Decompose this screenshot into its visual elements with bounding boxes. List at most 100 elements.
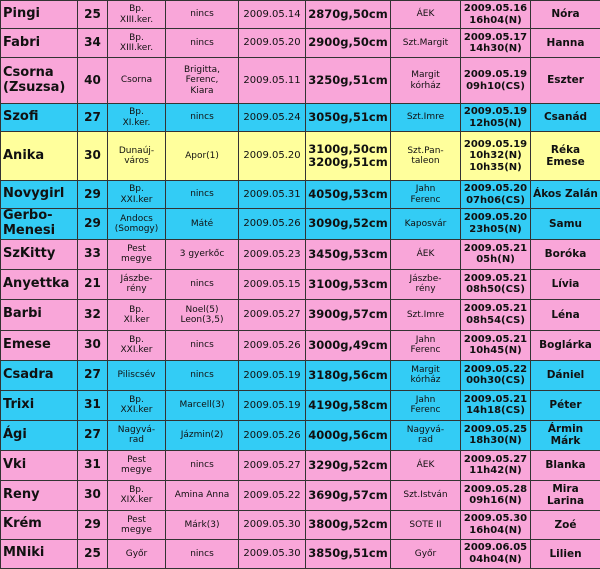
birth-time-cell: 2009.05.21 14h18(CS)	[461, 390, 531, 420]
baby-name-cell: Nóra	[531, 1, 600, 29]
hospital-cell: ÁEK	[391, 450, 461, 480]
location-cell: Bp. XXI.ker	[108, 330, 166, 360]
siblings-cell: nincs	[166, 330, 239, 360]
weight-length-cell: 3090g,52cm	[306, 209, 391, 240]
name-cell: Gerbo- Menesi	[1, 209, 78, 240]
weight-length-cell: 4000g,56cm	[306, 420, 391, 450]
birth-time-cell: 2009.05.20 23h05(N)	[461, 209, 531, 240]
weight-length-cell: 3900g,57cm	[306, 299, 391, 330]
age-cell: 29	[78, 181, 108, 209]
weight-length-cell: 3450g,53cm	[306, 239, 391, 269]
location-cell: Andocs (Somogy)	[108, 209, 166, 240]
baby-name-cell: Réka Emese	[531, 132, 600, 181]
age-cell: 33	[78, 239, 108, 269]
birth-time-cell: 2009.05.21 08h50(CS)	[461, 269, 531, 299]
age-cell: 29	[78, 209, 108, 240]
age-cell: 25	[78, 1, 108, 29]
baby-name-cell: Dániel	[531, 360, 600, 390]
name-cell: Csorna (Zsuzsa)	[1, 58, 78, 104]
age-cell: 25	[78, 539, 108, 568]
hospital-cell: Nagyvá- rad	[391, 420, 461, 450]
hospital-cell: Margit kórház	[391, 58, 461, 104]
weight-length-cell: 3180g,56cm	[306, 360, 391, 390]
due-date-cell: 2009.05.22	[239, 480, 306, 510]
due-date-cell: 2009.05.30	[239, 539, 306, 568]
name-cell: Fabri	[1, 29, 78, 58]
birth-time-cell: 2009.05.21 08h54(CS)	[461, 299, 531, 330]
location-cell: Pest megye	[108, 239, 166, 269]
location-cell: Bp. XXI.ker	[108, 181, 166, 209]
name-cell: Trixi	[1, 390, 78, 420]
weight-length-cell: 3290g,52cm	[306, 450, 391, 480]
hospital-cell: Szt.István	[391, 480, 461, 510]
age-cell: 27	[78, 360, 108, 390]
age-cell: 31	[78, 390, 108, 420]
age-cell: 31	[78, 450, 108, 480]
baby-name-cell: Samu	[531, 209, 600, 240]
siblings-cell: Marcell(3)	[166, 390, 239, 420]
weight-length-cell: 3050g,51cm	[306, 104, 391, 132]
birth-time-cell: 2009.05.17 14h30(N)	[461, 29, 531, 58]
due-date-cell: 2009.05.26	[239, 420, 306, 450]
hospital-cell: Jahn Ferenc	[391, 390, 461, 420]
hospital-cell: Szt.Imre	[391, 104, 461, 132]
siblings-cell: nincs	[166, 1, 239, 29]
weight-length-cell: 3250g,51cm	[306, 58, 391, 104]
baby-name-cell: Boróka	[531, 239, 600, 269]
weight-length-cell: 2870g,50cm	[306, 1, 391, 29]
weight-length-cell: 2900g,50cm	[306, 29, 391, 58]
location-cell: Dunaúj- város	[108, 132, 166, 181]
siblings-cell: nincs	[166, 269, 239, 299]
hospital-cell: Jászbe- rény	[391, 269, 461, 299]
location-cell: Pest megye	[108, 450, 166, 480]
hospital-cell: Győr	[391, 539, 461, 568]
age-cell: 29	[78, 510, 108, 539]
name-cell: Emese	[1, 330, 78, 360]
name-cell: Barbi	[1, 299, 78, 330]
age-cell: 27	[78, 104, 108, 132]
name-cell: Novygirl	[1, 181, 78, 209]
due-date-cell: 2009.05.14	[239, 1, 306, 29]
age-cell: 32	[78, 299, 108, 330]
baby-name-cell: Péter	[531, 390, 600, 420]
age-cell: 21	[78, 269, 108, 299]
weight-length-cell: 3690g,57cm	[306, 480, 391, 510]
name-cell: Szofi	[1, 104, 78, 132]
due-date-cell: 2009.05.20	[239, 29, 306, 58]
birth-time-cell: 2009.05.21 10h45(N)	[461, 330, 531, 360]
baby-name-cell: Blanka	[531, 450, 600, 480]
weight-length-cell: 3100g,50cm 3200g,51cm	[306, 132, 391, 181]
age-cell: 27	[78, 420, 108, 450]
name-cell: Vki	[1, 450, 78, 480]
due-date-cell: 2009.05.27	[239, 450, 306, 480]
age-cell: 40	[78, 58, 108, 104]
baby-name-cell: Ármin Márk	[531, 420, 600, 450]
age-cell: 30	[78, 480, 108, 510]
name-cell: Reny	[1, 480, 78, 510]
baby-name-cell: Boglárka	[531, 330, 600, 360]
weight-length-cell: 4190g,58cm	[306, 390, 391, 420]
weight-length-cell: 3000g,49cm	[306, 330, 391, 360]
hospital-cell: Jahn Ferenc	[391, 181, 461, 209]
birth-time-cell: 2009.05.21 05h(N)	[461, 239, 531, 269]
weight-length-cell: 4050g,53cm	[306, 181, 391, 209]
siblings-cell: Noel(5) Leon(3,5)	[166, 299, 239, 330]
siblings-cell: Brigitta, Ferenc, Kiara	[166, 58, 239, 104]
due-date-cell: 2009.05.11	[239, 58, 306, 104]
name-cell: Csadra	[1, 360, 78, 390]
baby-name-cell: Lívia	[531, 269, 600, 299]
birth-time-cell: 2009.06.05 04h04(N)	[461, 539, 531, 568]
hospital-cell: ÁEK	[391, 239, 461, 269]
weight-length-cell: 3850g,51cm	[306, 539, 391, 568]
location-cell: Bp. XI.ker	[108, 299, 166, 330]
